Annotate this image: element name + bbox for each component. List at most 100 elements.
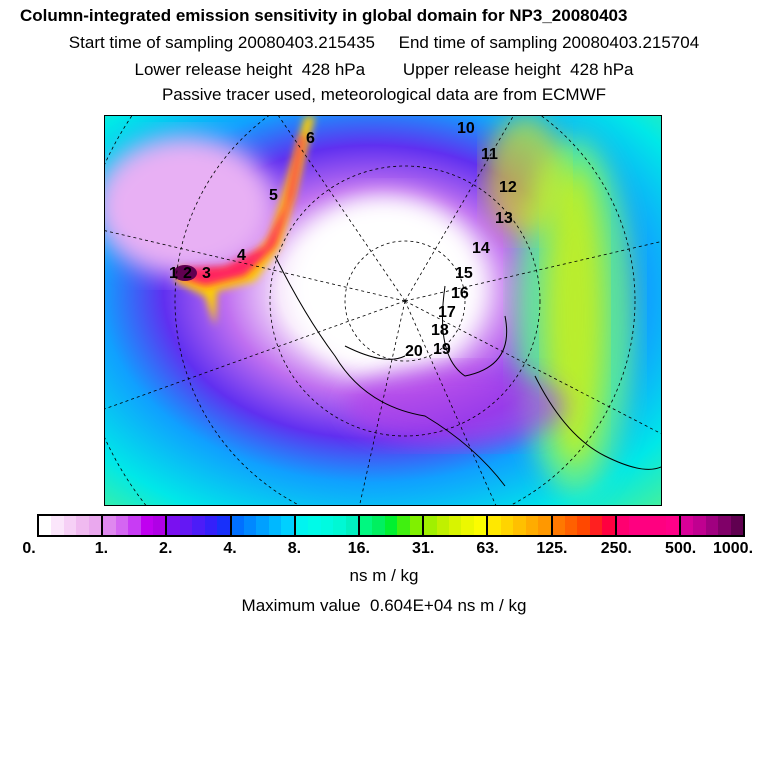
colorbar-shade [115,516,129,535]
map-field [105,116,661,505]
colorbar-shade [577,516,590,535]
trajectory-label: 14 [472,240,490,257]
colorbar-shade [308,516,321,535]
colorbar-shade [167,516,180,535]
colorbar-shade [281,516,294,535]
colorbar-tick-label: 8. [287,540,302,557]
colorbar-segment [359,516,425,535]
colorbar-shade [384,516,398,535]
colorbar-tick-label: 16. [347,540,370,557]
colorbar-shade [730,516,744,535]
tracer-info: Passive tracer used, meteorological data… [161,85,607,104]
colorbar-shade [39,516,52,535]
trajectory-label: 19 [433,341,451,358]
colorbar-shade [103,516,116,535]
trajectory-label: 12 [499,179,517,196]
colorbar-shade [268,516,282,535]
colorbar-segment [680,516,744,535]
colorbar-segment [616,516,681,535]
colorbar-tick-label: 63. [476,540,499,557]
trajectory-label: 1 [169,265,178,282]
colorbar-shade [461,516,474,535]
colorbar-tick-label: 250. [600,540,632,557]
trajectory-label: 11 [481,146,498,163]
colorbar-shade [345,516,358,535]
trajectory-label: 6 [306,130,315,147]
colorbar-shade [217,516,230,535]
colorbar-shade [179,516,193,535]
colorbar-tick-label: 4. [223,540,237,557]
colorbar-segment [103,516,168,535]
colorbar-tick-label: 2. [159,540,173,557]
colorbar-shade [333,516,346,535]
colorbar-shade [602,516,615,535]
trajectory-label: 18 [431,322,449,339]
colorbar-shade [473,516,487,535]
colorbar-shade [152,516,166,535]
colorbar-shade [641,516,654,535]
colorbar-shade [629,516,642,535]
colorbar-tick-label: 31. [412,540,435,557]
trajectory-label: 13 [495,210,513,227]
trajectory-label: 16 [451,285,469,302]
colorbar-shade [693,516,706,535]
colorbar-shade [192,516,205,535]
colorbar-shade [359,516,373,535]
sampling-time: Start time of sampling 20080403.215435 E… [68,33,700,52]
emission-sensitivity-map: 1 2 3 4 5 6 10 11 12 13 14 15 16 17 18 1… [104,115,662,506]
colorbar-shade [666,516,679,535]
colorbar-shade [616,516,630,535]
colorbar-shade [424,516,437,535]
maximum-value: Maximum value 0.604E+04 ns m / kg [241,596,527,615]
trajectory-label: 2 [183,265,192,282]
colorbar-shade [718,516,731,535]
colorbar-segment [552,516,617,535]
colorbar-segment [424,516,489,535]
colorbar-shade [409,516,423,535]
colorbar-shade [231,516,244,535]
trajectory-label: 3 [202,265,211,282]
colorbar-shade [705,516,719,535]
colorbar-shade [680,516,694,535]
colorbar-shade [76,516,89,535]
colorbar-shade [552,516,565,535]
trajectory-label: 20 [405,343,423,360]
colorbar-shade [500,516,514,535]
colorbar-segment [39,516,104,535]
colorbar-shade [654,516,667,535]
colorbar-segment [231,516,296,535]
colorbar [37,514,745,537]
colorbar-shade [538,516,551,535]
colorbar-shade [372,516,385,535]
release-height: Lower release height 428 hPa Upper relea… [134,60,634,79]
colorbar-shade [449,516,462,535]
colorbar-tick-label: 500. [665,540,697,557]
colorbar-shade [488,516,501,535]
colorbar-shade [204,516,218,535]
colorbar-shade [256,516,269,535]
trajectory-label: 15 [455,265,473,282]
colorbar-shade [525,516,539,535]
colorbar-shade [140,516,153,535]
trajectory-label: 17 [438,304,456,321]
colorbar-shade [88,516,102,535]
colorbar-segment [488,516,553,535]
colorbar-shade [128,516,141,535]
colorbar-tick-label: 1000. [712,540,754,557]
colorbar-tick-label: 125. [536,540,568,557]
colorbar-tick-label: 1. [94,540,109,557]
colorbar-shade [51,516,64,535]
colorbar-shade [244,516,257,535]
colorbar-shade [564,516,578,535]
colorbar-shade [63,516,77,535]
colorbar-segment [295,516,360,535]
colorbar-shade [397,516,410,535]
plot-title: Column-integrated emission sensitivity i… [20,6,628,25]
colorbar-shade [589,516,603,535]
trajectory-label: 4 [237,247,246,264]
colorbar-shade [513,516,526,535]
trajectory-label: 5 [269,187,278,204]
colorbar-shade [295,516,309,535]
colorbar-shade [436,516,449,535]
colorbar-shade [320,516,334,535]
